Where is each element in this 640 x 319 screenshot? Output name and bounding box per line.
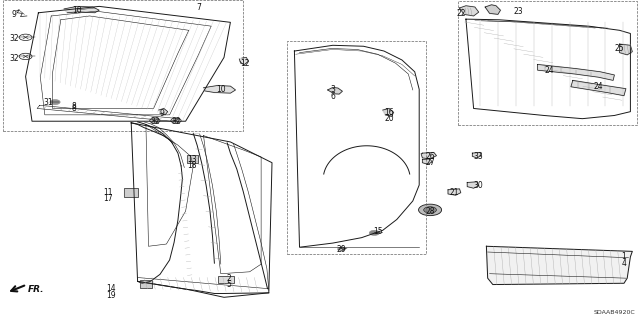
Text: 28: 28 xyxy=(426,207,435,216)
Text: 12: 12 xyxy=(241,59,250,68)
Text: 32: 32 xyxy=(9,34,19,43)
Text: 17: 17 xyxy=(102,194,113,203)
Polygon shape xyxy=(159,108,168,115)
Polygon shape xyxy=(421,152,436,159)
Circle shape xyxy=(424,207,436,213)
Polygon shape xyxy=(64,6,99,13)
Text: 6: 6 xyxy=(330,92,335,101)
Text: 21: 21 xyxy=(450,189,459,197)
Text: 19: 19 xyxy=(106,291,116,300)
Text: 11: 11 xyxy=(103,188,112,197)
Polygon shape xyxy=(486,246,632,285)
Text: 14: 14 xyxy=(106,284,116,293)
FancyBboxPatch shape xyxy=(140,280,152,288)
Text: 32: 32 xyxy=(150,117,161,126)
Text: SDAAB4920C: SDAAB4920C xyxy=(593,310,635,315)
Circle shape xyxy=(419,204,442,216)
Text: FR.: FR. xyxy=(28,285,45,294)
Text: 10: 10 xyxy=(216,85,226,94)
Text: 2: 2 xyxy=(227,274,232,283)
Text: 20: 20 xyxy=(384,114,394,123)
Polygon shape xyxy=(448,189,461,195)
Text: 9: 9 xyxy=(12,10,17,19)
Text: 31: 31 xyxy=(43,98,53,107)
Text: 26: 26 xyxy=(425,152,435,161)
Text: 3: 3 xyxy=(330,85,335,94)
Text: 10: 10 xyxy=(72,6,82,15)
Text: 30: 30 xyxy=(474,181,484,190)
Text: 24: 24 xyxy=(593,82,604,91)
Polygon shape xyxy=(204,85,236,93)
Text: 8: 8 xyxy=(71,104,76,113)
Text: 8: 8 xyxy=(71,102,76,111)
Text: 22: 22 xyxy=(456,9,465,18)
Polygon shape xyxy=(460,6,479,16)
Polygon shape xyxy=(239,57,248,64)
Text: 32: 32 xyxy=(9,54,19,63)
FancyBboxPatch shape xyxy=(218,276,234,283)
Text: 24: 24 xyxy=(544,66,554,75)
Text: 4: 4 xyxy=(621,259,627,268)
Text: 29: 29 xyxy=(336,245,346,254)
Text: 33: 33 xyxy=(474,152,484,161)
Polygon shape xyxy=(620,44,632,55)
Polygon shape xyxy=(328,87,342,94)
FancyBboxPatch shape xyxy=(187,155,198,163)
Polygon shape xyxy=(338,247,346,251)
Circle shape xyxy=(369,230,380,235)
Circle shape xyxy=(50,100,60,105)
Polygon shape xyxy=(467,182,479,188)
Polygon shape xyxy=(485,5,500,14)
Text: 1: 1 xyxy=(621,252,627,261)
Text: 23: 23 xyxy=(513,7,524,16)
Text: 9: 9 xyxy=(159,109,164,118)
Text: 13: 13 xyxy=(187,155,197,164)
Polygon shape xyxy=(472,152,481,158)
FancyBboxPatch shape xyxy=(124,188,138,197)
Text: 27: 27 xyxy=(425,158,435,167)
Polygon shape xyxy=(571,80,626,96)
Text: 25: 25 xyxy=(614,44,625,53)
Text: 16: 16 xyxy=(384,108,394,117)
Text: 5: 5 xyxy=(227,280,232,289)
Polygon shape xyxy=(383,108,394,116)
Text: 32: 32 xyxy=(172,117,182,126)
Polygon shape xyxy=(422,159,432,164)
Text: 18: 18 xyxy=(188,161,196,170)
Polygon shape xyxy=(538,64,614,80)
Text: 15: 15 xyxy=(372,227,383,236)
Text: 7: 7 xyxy=(196,4,201,12)
